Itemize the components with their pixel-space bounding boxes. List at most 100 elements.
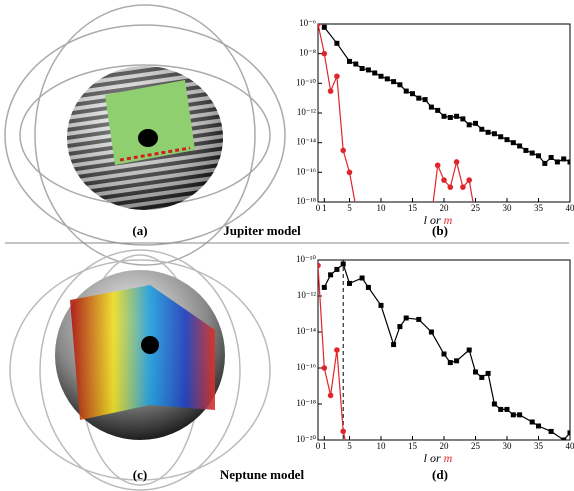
point: [479, 374, 485, 380]
panel-label: (d): [432, 467, 448, 482]
point: [346, 169, 353, 176]
point: [434, 162, 441, 169]
point: [441, 113, 447, 119]
y-tick-label: 10⁻¹⁴: [296, 326, 316, 336]
x-axis-label-part: l: [424, 451, 428, 465]
point: [441, 351, 447, 357]
x-tick-label: 10: [377, 203, 387, 213]
point: [378, 302, 384, 308]
point: [460, 184, 466, 190]
point: [353, 61, 359, 67]
point: [485, 129, 491, 135]
y-tick-label: 10⁻¹²: [297, 107, 316, 117]
point: [473, 120, 478, 126]
series-line: [323, 262, 570, 440]
y-tick-label: 10⁻¹⁶: [296, 362, 316, 372]
point: [334, 347, 340, 353]
point: [454, 113, 460, 119]
point: [460, 116, 466, 122]
point: [403, 88, 409, 94]
point: [491, 131, 497, 137]
point: [504, 137, 510, 143]
x-tick-label: 40: [566, 441, 574, 451]
point: [321, 24, 327, 30]
x-tick-label: 30: [503, 441, 513, 451]
x-tick-label: 20: [440, 203, 450, 213]
point: [435, 107, 441, 113]
y-tick-label: 10⁻²⁰: [296, 434, 316, 444]
point: [321, 50, 328, 57]
x-tick-label: 5: [347, 441, 352, 451]
panel-title: Jupiter model: [223, 223, 301, 238]
point: [347, 280, 352, 286]
point: [567, 430, 570, 436]
point: [529, 419, 535, 425]
x-tick-label: 1: [322, 441, 327, 451]
x-tick-label: 30: [503, 203, 513, 213]
point: [391, 342, 397, 348]
x-tick-label: 10: [377, 441, 387, 451]
x-axis-label-part: l: [424, 213, 428, 227]
y-tick-label: 10⁻¹⁸: [296, 398, 316, 408]
x-tick-label: 15: [408, 441, 418, 451]
point: [447, 360, 453, 366]
x-axis-label: l or m: [424, 451, 453, 465]
point: [498, 406, 504, 412]
point: [485, 370, 491, 376]
point: [510, 140, 516, 146]
point: [428, 104, 434, 110]
x-axis-label: l or m: [424, 213, 453, 227]
point: [441, 177, 447, 183]
point: [318, 24, 321, 27]
point: [416, 95, 422, 101]
x-tick-label: 1: [322, 203, 327, 213]
point: [561, 156, 567, 162]
point: [510, 412, 516, 418]
panel-title: Neptune model: [220, 467, 305, 482]
point: [340, 147, 347, 154]
point: [359, 275, 365, 281]
point: [529, 150, 535, 156]
point: [523, 147, 529, 153]
point: [365, 284, 371, 290]
point: [321, 365, 328, 371]
x-tick-label: 40: [566, 203, 574, 213]
point: [504, 406, 510, 412]
point: [327, 88, 334, 94]
point: [548, 155, 554, 160]
point: [447, 114, 453, 120]
point: [517, 143, 523, 149]
x-tick-label: 20: [440, 441, 450, 451]
x-axis-label-part: or: [430, 451, 441, 465]
point: [347, 455, 353, 461]
point: [536, 153, 541, 159]
point: [403, 315, 409, 321]
point: [491, 401, 497, 407]
captions: (a) Jupiter model (c) Neptune model: [132, 223, 304, 482]
y-tick-label: 10⁻⁶: [299, 18, 316, 28]
y-tick-label: 10⁻¹⁰: [296, 77, 316, 87]
x-tick-label: 25: [471, 203, 481, 213]
point: [536, 423, 541, 429]
point: [391, 79, 397, 85]
point: [554, 159, 560, 165]
point: [473, 369, 478, 375]
point: [410, 91, 415, 97]
point: [334, 73, 340, 80]
jupiter-image: [4, 4, 286, 266]
point: [340, 428, 347, 435]
y-tick-label: 10⁻¹⁴: [296, 137, 316, 147]
x-tick-label: 25: [471, 441, 481, 451]
series-line: [318, 265, 346, 440]
point: [347, 58, 352, 64]
point: [397, 82, 403, 88]
y-tick-label: 10⁻⁸: [299, 48, 316, 58]
point: [334, 266, 340, 272]
point: [466, 347, 472, 353]
point: [416, 316, 422, 322]
point: [473, 214, 479, 220]
point: [466, 177, 473, 183]
x-tick-label: 0: [316, 203, 321, 213]
point: [561, 437, 567, 440]
